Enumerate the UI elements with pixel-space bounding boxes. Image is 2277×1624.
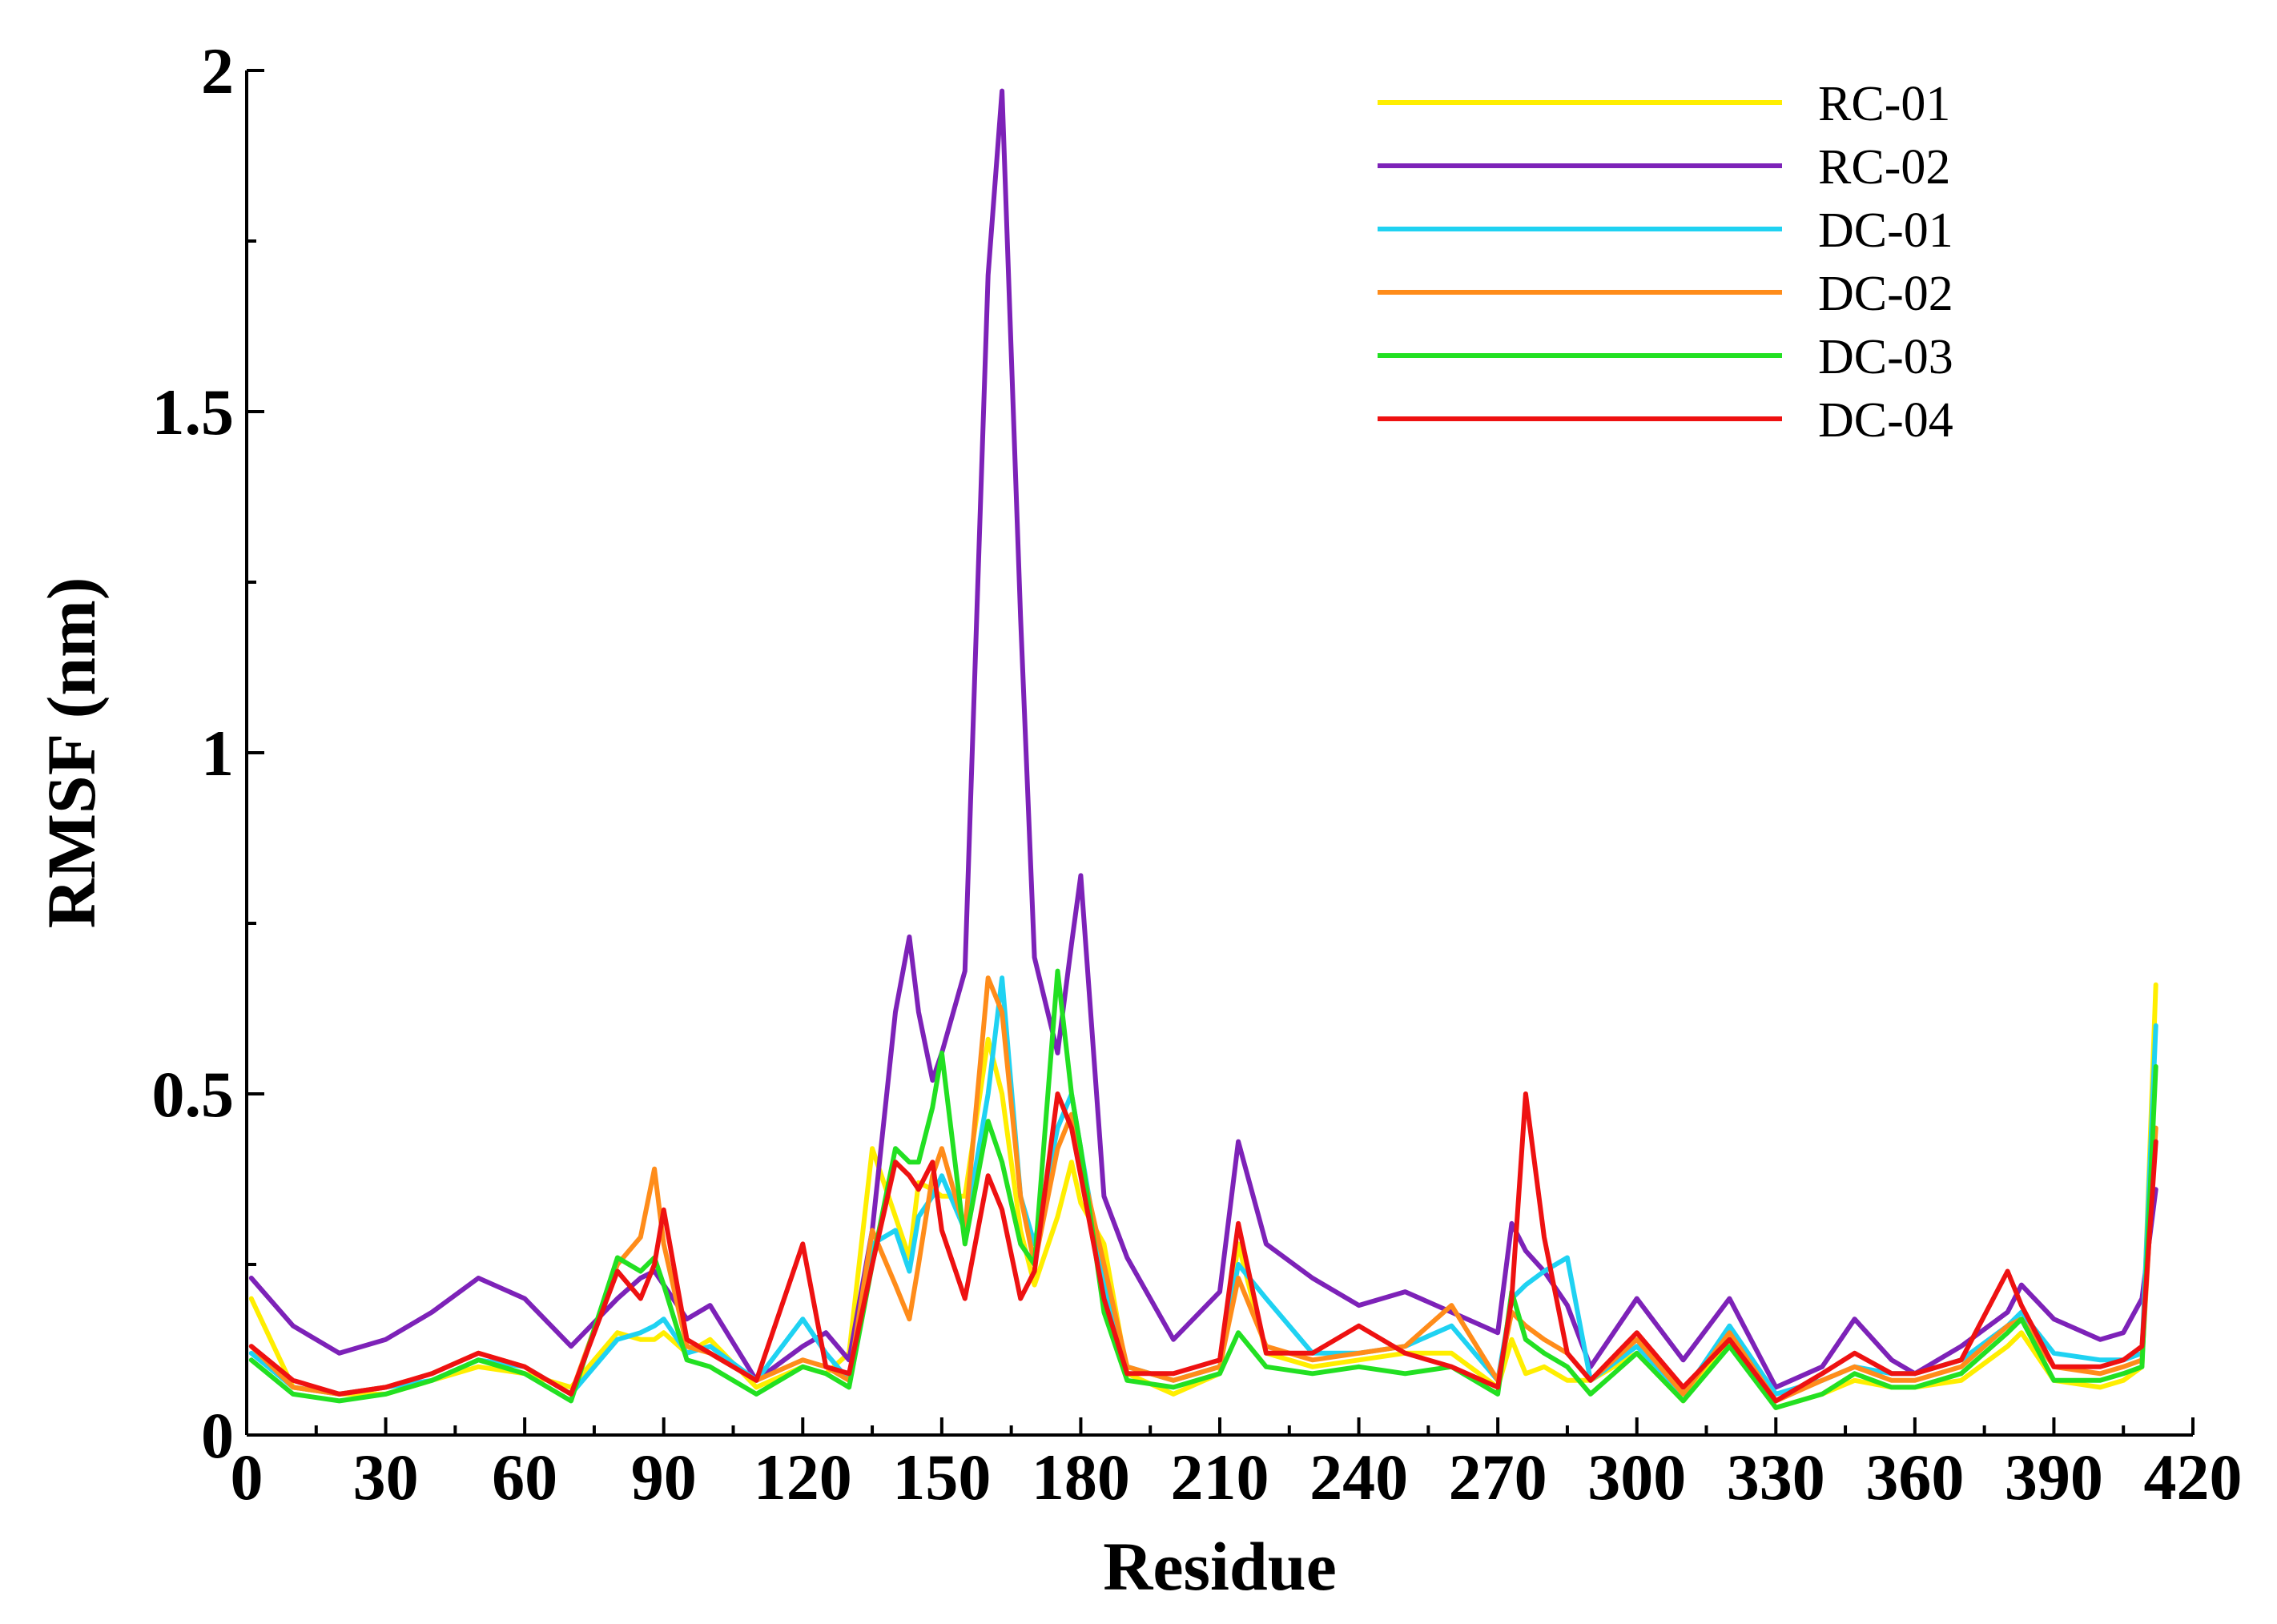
x-axis-title: Residue <box>1103 1528 1336 1605</box>
x-tick-label: 210 <box>1171 1441 1269 1513</box>
y-axis-ticks: 0 0.5 1 1.5 2 <box>152 34 264 1472</box>
y-tick-label: 0.5 <box>152 1058 235 1131</box>
x-tick-label: 420 <box>2144 1441 2243 1513</box>
x-tick-label: 360 <box>1865 1441 1964 1513</box>
series-line-dc-01 <box>248 975 2158 1397</box>
legend-label-dc-03: DC-03 <box>1818 330 1953 384</box>
legend-label-dc-02: DC-02 <box>1818 267 1953 321</box>
y-tick-label: 1.5 <box>152 376 235 448</box>
x-tick-label: 240 <box>1309 1441 1408 1513</box>
x-axis-ticks: 0 30 60 90 120 150 180 210 240 270 300 330 360 390 420 <box>231 1417 2243 1513</box>
x-tick-label: 150 <box>892 1441 991 1513</box>
x-tick-label: 330 <box>1727 1441 1825 1513</box>
series-lines <box>248 88 2158 1410</box>
x-tick-label: 120 <box>754 1441 852 1513</box>
x-tick-label: 270 <box>1449 1441 1547 1513</box>
y-axis-title: RMSF (nm) <box>33 577 110 929</box>
x-tick-label: 30 <box>353 1441 419 1513</box>
x-tick-label: 90 <box>631 1441 697 1513</box>
y-tick-label: 0 <box>201 1399 234 1472</box>
x-tick-label: 60 <box>492 1441 557 1513</box>
legend-label-rc-02: RC-02 <box>1818 140 1950 195</box>
y-tick-label: 2 <box>201 34 234 107</box>
series-line-rc-01 <box>248 982 2158 1410</box>
legend: RC-01 RC-02 DC-01 DC-02 DC-03 DC-04 <box>1378 77 1953 448</box>
series-line-dc-03 <box>248 968 2158 1410</box>
x-tick-label: 0 <box>231 1441 264 1513</box>
legend-label-rc-01: RC-01 <box>1818 77 1950 131</box>
x-tick-label: 300 <box>1587 1441 1686 1513</box>
legend-label-dc-01: DC-01 <box>1818 203 1953 258</box>
x-tick-label: 180 <box>1032 1441 1130 1513</box>
legend-label-dc-04: DC-04 <box>1818 393 1953 448</box>
series-line-dc-04 <box>248 1091 2158 1404</box>
y-tick-label: 1 <box>201 717 234 790</box>
x-tick-label: 390 <box>2005 1441 2103 1513</box>
